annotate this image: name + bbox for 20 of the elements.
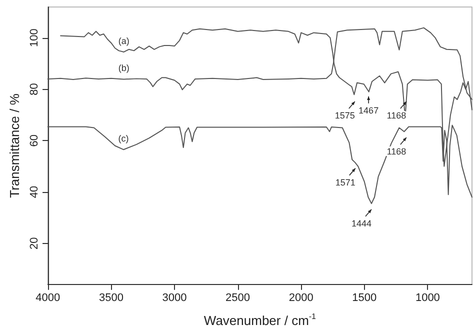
x-tick-label: 3000 — [162, 292, 187, 304]
annotation: 1444 — [351, 218, 372, 228]
y-axis-title: Transmittance / % — [7, 93, 22, 198]
y-tick-label: 40 — [28, 186, 40, 198]
x-tick-label: 4000 — [36, 292, 60, 304]
x-tick-label: 1000 — [415, 292, 440, 304]
y-tick-label: 100 — [28, 28, 40, 48]
series-label: (a) — [118, 36, 130, 46]
x-tick-label: 2000 — [288, 292, 314, 304]
y-tick-label: 80 — [28, 83, 40, 96]
series-label: (b) — [118, 63, 130, 74]
annotation: 1571 — [335, 177, 356, 188]
y-tick-label: 20 — [28, 237, 40, 250]
annotation: 1467 — [358, 105, 379, 116]
annotation: 1575 — [334, 110, 355, 120]
x-tick-label: 3500 — [98, 292, 124, 304]
x-tick-label: 2500 — [226, 292, 250, 304]
x-tick-label: 1500 — [352, 292, 377, 304]
y-tick-label: 60 — [28, 134, 40, 147]
series-label: (c) — [118, 134, 129, 144]
